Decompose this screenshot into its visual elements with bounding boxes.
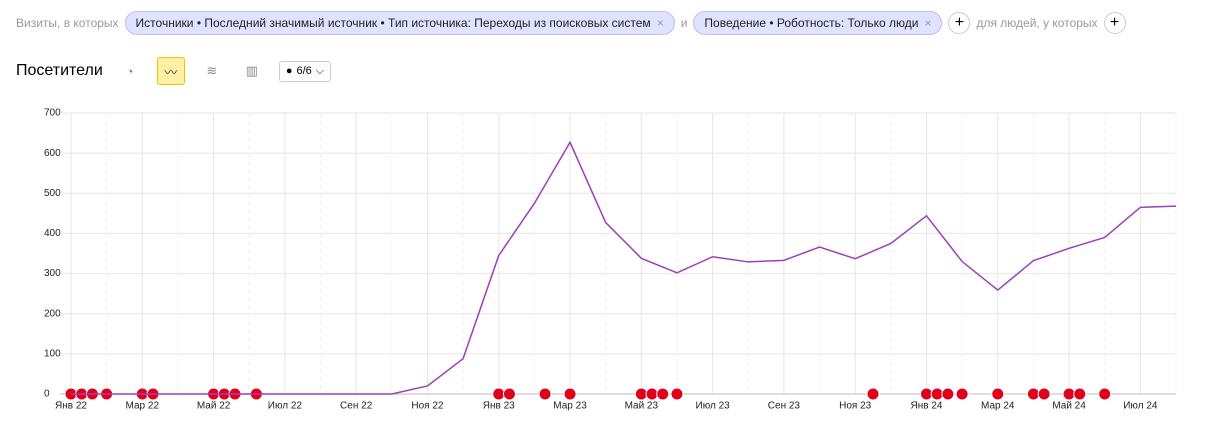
y-tick-label: 400 [44, 228, 61, 239]
filter-chip[interactable]: Поведение • Роботность: Только люди × [693, 11, 943, 35]
annotation-marker [1037, 387, 1051, 401]
annotation-marker [941, 387, 955, 401]
people-label: для людей, у которых [976, 16, 1098, 30]
y-tick-label: 300 [44, 268, 61, 279]
y-tick-label: 500 [44, 188, 61, 199]
chart: 0 100 200 300 400 500 600 700 Янв 22 Мар 22 Май 22… [44, 108, 1177, 412]
x-tick-label: Янв 24 [910, 401, 942, 412]
chip-close[interactable]: × [924, 16, 932, 30]
annotation-marker [955, 387, 969, 401]
y-tick-label: 0 [44, 389, 50, 400]
x-tick-label: Июл 23 [696, 401, 731, 412]
chip-text: Поведение • Роботность: Только люди [704, 16, 919, 30]
filter-prefix: Визиты, в которых [16, 16, 119, 30]
annotation-marker [502, 387, 516, 401]
chart-header: Посетители ◔ 〰 ≋ ▥ ● 6/6 ⌵ [16, 57, 332, 85]
bar-view[interactable]: ▥ [245, 63, 258, 78]
x-tick-label: Май 23 [625, 401, 659, 412]
y-tick-label: 200 [44, 308, 61, 319]
y-tick-label: 600 [44, 148, 61, 159]
notes-count: 6/6 [296, 65, 312, 77]
chip-text: Источники • Последний значимый источник … [135, 16, 651, 30]
add-filter[interactable]: + [948, 12, 971, 34]
x-tick-label: Май 24 [1052, 401, 1086, 412]
annotation-marker [1098, 387, 1112, 401]
x-tick-label: Мар 23 [553, 401, 587, 412]
x-tick-label: Мар 22 [126, 401, 160, 412]
y-tick-label: 700 [44, 108, 61, 119]
pie-view[interactable]: ◔ [125, 63, 134, 79]
x-tick-label: Ноя 23 [839, 401, 872, 412]
chart-title: Посетители [16, 62, 103, 79]
area-view[interactable]: ≋ [206, 63, 218, 78]
annotation-marker [656, 387, 670, 401]
add-people-filter[interactable]: + [1103, 12, 1126, 34]
filter-joiner: и [680, 16, 688, 30]
x-tick-label: Мар 24 [981, 401, 1015, 412]
x-tick-label: Сен 22 [340, 401, 373, 412]
annotation-marker [563, 387, 577, 401]
x-tick-label: Сен 23 [768, 401, 801, 412]
x-tick-label: Май 22 [197, 401, 231, 412]
annotation-marker [538, 387, 552, 401]
x-tick-label: Янв 23 [483, 401, 515, 412]
series-line [71, 140, 1177, 395]
notes-button[interactable]: ● 6/6 ⌵ [278, 60, 332, 82]
y-tick-label: 100 [44, 348, 61, 359]
filter-bar: Визиты, в которых Источники • Последний … [16, 11, 1126, 35]
filter-chip[interactable]: Источники • Последний значимый источник … [124, 11, 675, 35]
x-tick-label: Июл 24 [1123, 401, 1158, 412]
annotation-marker [670, 387, 684, 401]
chip-close[interactable]: × [656, 16, 664, 30]
x-tick-label: Ноя 22 [411, 401, 444, 412]
annotation-marker [1073, 387, 1087, 401]
x-tick-label: Июл 22 [268, 401, 303, 412]
annotation-marker [866, 387, 880, 401]
line-view[interactable]: 〰 [156, 57, 185, 85]
annotation-marker [991, 387, 1005, 401]
x-tick-label: Янв 22 [55, 401, 87, 412]
